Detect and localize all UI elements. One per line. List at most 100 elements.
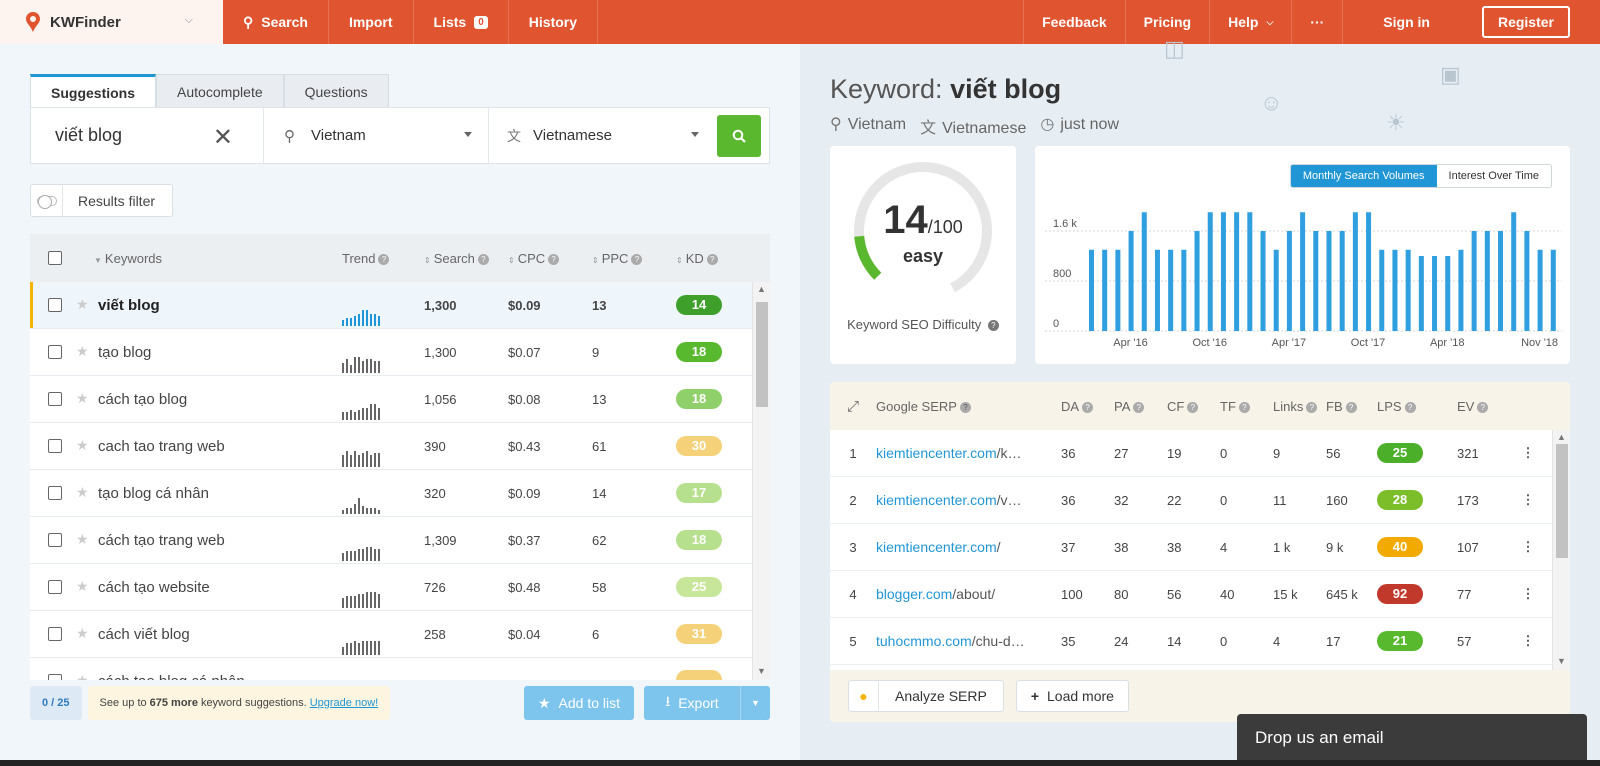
star-icon[interactable]: ★ (76, 390, 89, 406)
help-icon[interactable]: ? (1082, 401, 1094, 413)
language-select[interactable]: 文 Vietnamese (489, 108, 715, 163)
row-checkbox[interactable] (48, 533, 62, 547)
star-icon[interactable]: ★ (76, 343, 89, 359)
row-checkbox[interactable] (48, 580, 62, 594)
tab-autocomplete[interactable]: Autocomplete (156, 74, 284, 108)
scroll-down-icon[interactable]: ▼ (757, 666, 766, 676)
help-icon[interactable]: ? (1477, 401, 1489, 413)
help-icon[interactable]: ? (1345, 401, 1357, 413)
row-checkbox[interactable] (48, 392, 62, 406)
star-icon[interactable]: ★ (76, 578, 89, 594)
help-icon[interactable]: ? (1238, 401, 1250, 413)
row-menu-icon[interactable]: ⋮ (1521, 492, 1535, 507)
help-icon[interactable]: ? (706, 253, 718, 265)
serp-url[interactable]: kiemtiencenter.com/k… (876, 445, 1059, 461)
tab-questions[interactable]: Questions (283, 74, 389, 108)
nav-pricing[interactable]: Pricing (1124, 0, 1209, 44)
nav-history[interactable]: History (509, 0, 599, 44)
help-icon[interactable]: ? (477, 253, 489, 265)
table-row[interactable]: ★ cách tạo trang web 1,309 $0.37 62 18 (30, 517, 770, 564)
chat-widget[interactable]: Drop us an email (1237, 714, 1587, 766)
row-menu-icon[interactable]: ⋮ (1521, 586, 1535, 601)
nav-import[interactable]: Import (329, 0, 414, 44)
export-dropdown-button[interactable]: ▼ (740, 686, 770, 720)
select-all-checkbox[interactable] (48, 251, 62, 265)
header-search[interactable]: ⇕ Search? (424, 251, 508, 266)
row-menu-icon[interactable]: ⋮ (1521, 539, 1535, 554)
serp-url[interactable]: kiemtiencenter.com/v… (876, 492, 1059, 508)
tab-monthly-search-volumes[interactable]: Monthly Search Volumes (1290, 165, 1437, 187)
table-row[interactable]: ★ cách tạo blog cá nhân (30, 658, 770, 680)
help-icon[interactable]: ? (1187, 401, 1199, 413)
nav-feedback[interactable]: Feedback (1023, 0, 1125, 44)
table-row[interactable]: ★ tạo blog cá nhân 320 $0.09 14 17 (30, 470, 770, 517)
star-icon[interactable]: ★ (76, 531, 89, 547)
header-fb[interactable]: FB? (1324, 399, 1377, 414)
analyze-serp-button[interactable]: ● Analyze SERP (848, 680, 1004, 712)
help-icon[interactable]: ? (1404, 401, 1416, 413)
row-checkbox[interactable] (48, 486, 62, 500)
serp-scrollbar[interactable]: ▲ ▼ (1552, 430, 1570, 670)
row-checkbox[interactable] (48, 439, 62, 453)
header-kd[interactable]: ⇕ KD? (676, 251, 750, 266)
header-links[interactable]: Links? (1271, 399, 1324, 414)
register-button[interactable]: Register (1481, 6, 1570, 38)
header-cf[interactable]: CF? (1165, 399, 1218, 414)
serp-row[interactable]: 4 blogger.com/about/100 80 56 40 15 k 645 k 92 7… (830, 571, 1570, 618)
scroll-up-icon[interactable]: ▲ (757, 284, 766, 294)
brand-switcher[interactable]: KWFinder ⌵ (0, 0, 223, 44)
serp-row[interactable]: 1 kiemtiencenter.com/k… 36 27 19 0 9 56 25 321 ⋮ (830, 430, 1570, 477)
header-trend[interactable]: Trend? (342, 251, 424, 266)
table-row[interactable]: ★ viết blog 1,300 $0.09 13 14 (30, 282, 770, 329)
help-icon[interactable]: ? (1133, 401, 1145, 413)
serp-url[interactable]: kiemtiencenter.com/ (876, 539, 1059, 555)
export-button[interactable]: ⭳ Export (644, 686, 740, 720)
row-menu-icon[interactable]: ⋮ (1521, 445, 1535, 460)
upgrade-link[interactable]: Upgrade now! (309, 697, 379, 709)
search-submit-button[interactable] (717, 114, 761, 157)
expand-icon[interactable]: ⤢ (846, 397, 859, 415)
scrollbar-thumb[interactable] (756, 302, 768, 407)
help-icon[interactable]: ? (631, 253, 643, 265)
load-more-button[interactable]: + Load more (1015, 680, 1129, 712)
header-tf[interactable]: TF? (1218, 399, 1271, 414)
star-icon[interactable]: ★ (76, 625, 89, 641)
keyword-input[interactable]: viết blog ✕ (31, 108, 264, 163)
row-checkbox[interactable] (48, 674, 62, 680)
toggle-switch[interactable] (31, 185, 63, 216)
nav-lists[interactable]: Lists 0 (414, 0, 509, 44)
nav-signin[interactable]: Sign in (1342, 0, 1470, 44)
table-row[interactable]: ★ cách tạo website 726 $0.48 58 25 (30, 564, 770, 611)
header-ppc[interactable]: ⇕ PPC? (592, 251, 676, 266)
header-cpc[interactable]: ⇕ CPC? (508, 251, 592, 266)
clear-icon[interactable]: ✕ (212, 124, 233, 151)
nav-more[interactable]: ··· (1291, 0, 1342, 44)
table-row[interactable]: ★ tạo blog 1,300 $0.07 9 18 (30, 329, 770, 376)
results-filter-toggle[interactable]: Results filter (30, 184, 173, 217)
row-checkbox[interactable] (48, 298, 62, 312)
header-lps[interactable]: LPS? (1377, 399, 1457, 414)
header-pa[interactable]: PA? (1112, 399, 1165, 414)
serp-url[interactable]: tuhocmmo.com/chu-d… (876, 633, 1059, 649)
header-da[interactable]: DA? (1059, 399, 1112, 414)
star-icon[interactable]: ★ (76, 437, 89, 453)
help-icon[interactable]: ? (987, 320, 999, 331)
table-row[interactable]: ★ cách viết blog 258 $0.04 6 31 (30, 611, 770, 658)
header-ev[interactable]: EV? (1457, 399, 1513, 414)
serp-row[interactable]: 2 kiemtiencenter.com/v… 36 32 22 0 11 160 28 173 ⋮ (830, 477, 1570, 524)
tab-interest-over-time[interactable]: Interest Over Time (1448, 170, 1539, 182)
star-icon[interactable]: ★ (76, 484, 89, 500)
row-checkbox[interactable] (48, 627, 62, 641)
scrollbar-thumb[interactable] (1556, 444, 1568, 558)
star-icon[interactable]: ★ (76, 296, 89, 312)
help-icon[interactable]: ? (378, 253, 390, 265)
header-keywords[interactable]: ▼ Keywords (94, 251, 342, 266)
row-checkbox[interactable] (48, 345, 62, 359)
nav-search[interactable]: ⚲ Search (223, 0, 329, 44)
help-icon[interactable]: ? (959, 401, 971, 413)
help-icon[interactable]: ? (548, 253, 560, 265)
keyword-table-scrollbar[interactable]: ▲ ▼ (752, 282, 770, 680)
scroll-up-icon[interactable]: ▲ (1557, 432, 1566, 442)
help-icon[interactable]: ? (1306, 401, 1318, 413)
